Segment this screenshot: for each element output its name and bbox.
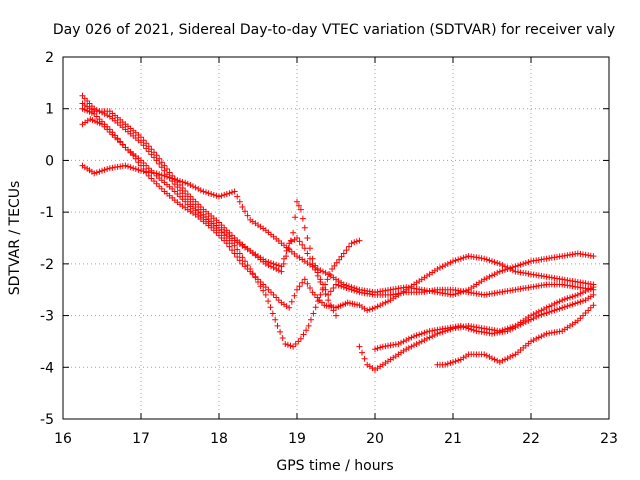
x-axis-label: GPS time / hours <box>276 458 393 474</box>
series-marks <box>79 116 597 314</box>
y-axis-label: SDTVAR / TECUs <box>7 181 23 296</box>
series-arc-d <box>79 92 597 298</box>
series-marks <box>79 92 597 298</box>
series-marks <box>434 302 597 368</box>
x-tick-label: 16 <box>54 431 72 447</box>
y-tick-label: 1 <box>45 102 54 118</box>
x-tick-label: 19 <box>288 431 306 447</box>
series-arc-e <box>79 100 339 319</box>
y-tick-label: 2 <box>45 50 54 66</box>
plot-frame <box>62 56 610 420</box>
x-tick-label: 23 <box>600 431 618 447</box>
x-tick-label: 22 <box>522 431 540 447</box>
series-marks <box>372 291 597 353</box>
series-arc-g <box>372 291 597 353</box>
data-marks <box>79 92 597 373</box>
x-tick-label: 21 <box>444 431 462 447</box>
x-tick-label: 17 <box>132 431 150 447</box>
ticks: 16 17 18 19 20 21 22 23 -5 -4 -3 -2 -1 0 1 2 <box>40 50 618 447</box>
y-tick-label: -2 <box>40 257 54 273</box>
series-arc-h <box>434 302 597 368</box>
y-tick-label: 0 <box>45 153 54 169</box>
y-tick-label: -4 <box>40 360 54 376</box>
y-tick-label: -1 <box>40 205 54 221</box>
series-arc-b <box>79 116 597 314</box>
x-tick-label: 20 <box>366 431 384 447</box>
y-tick-label: -5 <box>40 412 54 428</box>
y-tick-label: -3 <box>40 309 54 325</box>
series-marks <box>79 100 339 319</box>
chart-title: Day 026 of 2021, Sidereal Day-to-day VTE… <box>53 22 615 38</box>
grid <box>63 57 609 419</box>
x-tick-label: 18 <box>210 431 228 447</box>
